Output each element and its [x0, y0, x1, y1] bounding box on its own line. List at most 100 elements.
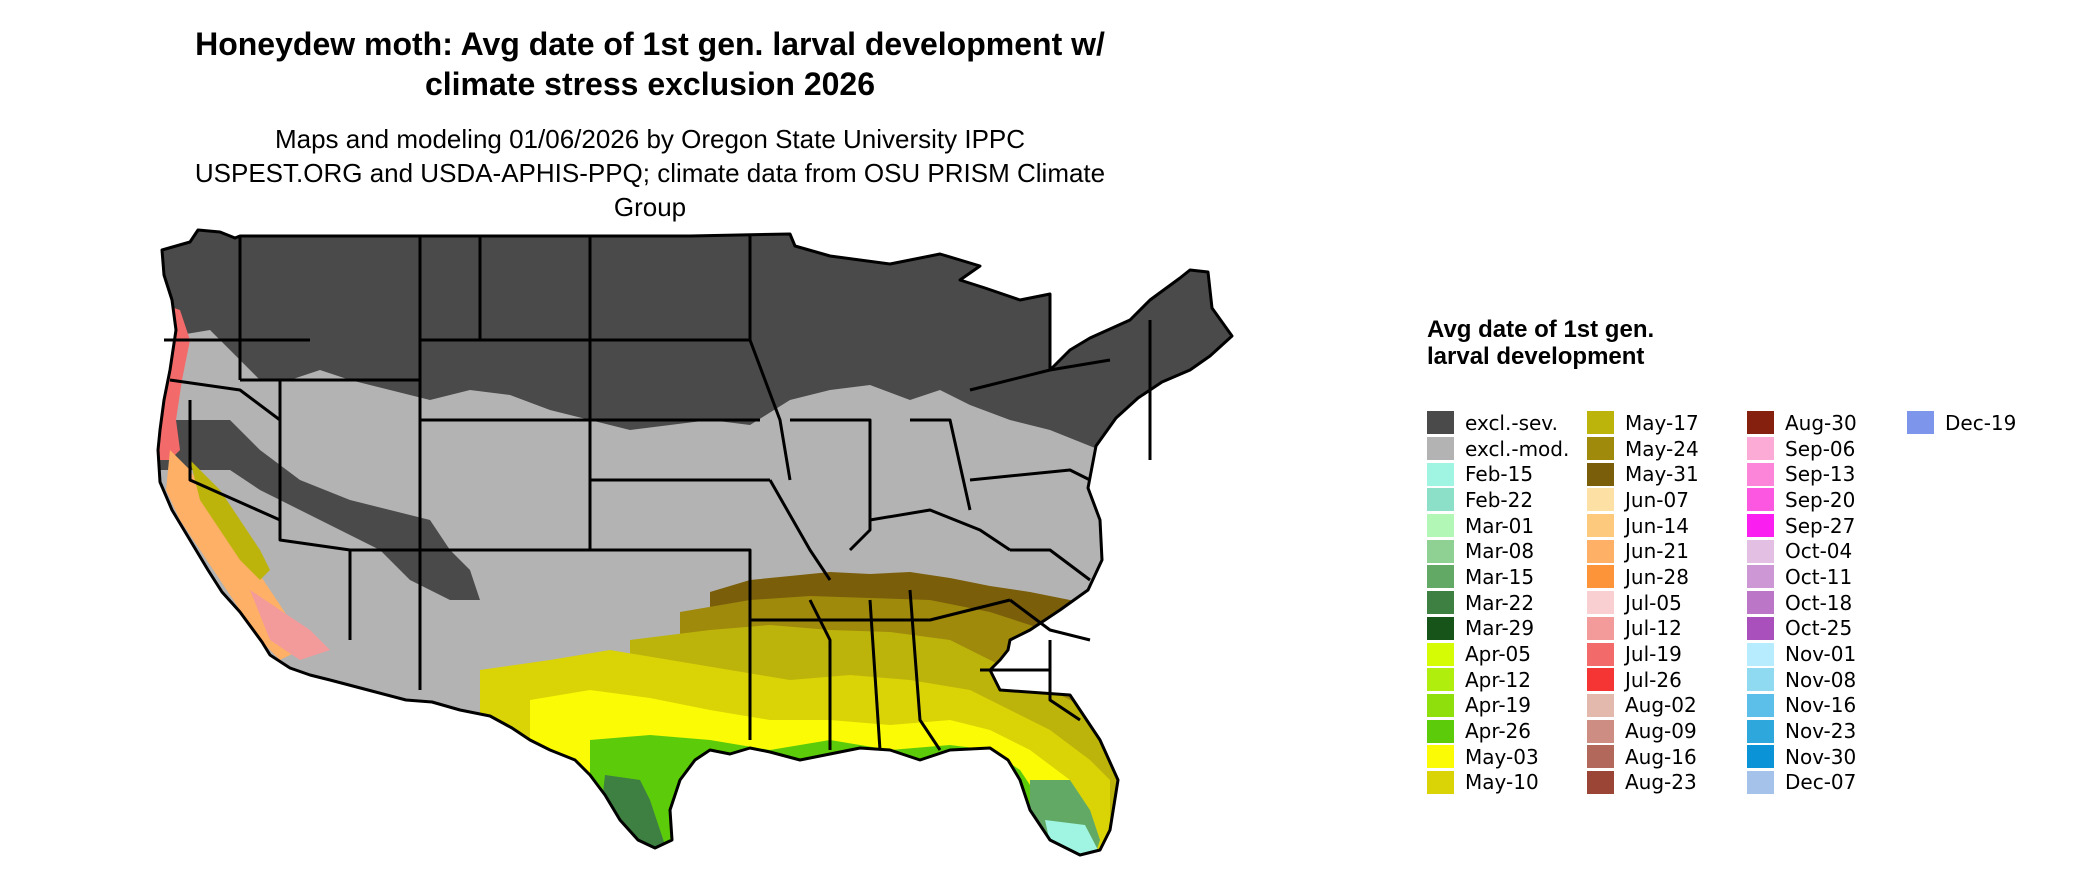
legend-label: May-31: [1625, 462, 1699, 487]
legend-label: Feb-15: [1465, 462, 1534, 487]
legend-item: Nov-16: [1747, 693, 2007, 719]
legend-label: Sep-27: [1785, 513, 1856, 538]
legend-swatch: [1747, 411, 1774, 435]
legend-swatch: [1587, 539, 1614, 563]
legend-swatch: [1427, 719, 1454, 743]
legend-swatch: [1747, 770, 1774, 794]
legend-label: Dec-19: [1945, 410, 2017, 435]
legend-item: Jul-12: [1587, 616, 1847, 642]
legend-label: Mar-22: [1465, 590, 1535, 615]
legend-swatch: [1427, 642, 1454, 666]
legend-item: May-31: [1587, 461, 1847, 487]
legend-label: Jun-28: [1625, 564, 1689, 589]
legend-swatch: [1587, 514, 1614, 538]
legend-swatch: [1747, 591, 1774, 615]
legend-label: Jul-12: [1625, 616, 1682, 641]
legend-item: Nov-08: [1747, 667, 2007, 693]
legend-item: Aug-30: [1747, 410, 2007, 436]
legend-label: excl.-mod.: [1465, 436, 1570, 461]
legend-swatch: [1587, 565, 1614, 589]
legend-label: Jul-19: [1625, 642, 1682, 667]
legend-item: Mar-08: [1427, 538, 1687, 564]
legend-swatch: [1427, 616, 1454, 640]
legend-item: Apr-26: [1427, 718, 1687, 744]
legend-label: Nov-16: [1785, 693, 1857, 718]
legend-item: Feb-22: [1427, 487, 1687, 513]
legend-swatch: [1427, 693, 1454, 717]
legend-swatch: [1587, 693, 1614, 717]
legend-label: Aug-02: [1625, 693, 1697, 718]
legend-swatch: [1587, 488, 1614, 512]
legend-label: Aug-09: [1625, 719, 1697, 744]
legend-item: May-24: [1587, 436, 1847, 462]
legend-item: Jun-07: [1587, 487, 1847, 513]
legend-label: Jun-21: [1625, 539, 1689, 564]
legend-swatch: [1587, 411, 1614, 435]
legend-label: Nov-23: [1785, 719, 1857, 744]
legend-swatch: [1587, 437, 1614, 461]
legend-swatch: [1587, 668, 1614, 692]
legend-swatch: [1747, 616, 1774, 640]
legend-item: Mar-22: [1427, 590, 1687, 616]
legend-label: May-17: [1625, 410, 1699, 435]
legend-item: Mar-01: [1427, 513, 1687, 539]
legend-item: Aug-02: [1587, 693, 1847, 719]
legend-item: Aug-09: [1587, 718, 1847, 744]
legend-swatch: [1587, 616, 1614, 640]
legend-label: Nov-01: [1785, 642, 1857, 667]
legend-item: Oct-18: [1747, 590, 2007, 616]
legend-swatch: [1587, 745, 1614, 769]
legend-item: Feb-15: [1427, 461, 1687, 487]
legend-swatch: [1427, 668, 1454, 692]
legend-label: Apr-19: [1465, 693, 1531, 718]
legend-column: May-17 May-24 May-31 Jun-07 Jun-14 Jun-21 Jun-…: [1587, 410, 1847, 795]
legend-item: Aug-16: [1587, 744, 1847, 770]
legend-label: Nov-08: [1785, 667, 1857, 692]
legend-item: Sep-06: [1747, 436, 2007, 462]
legend-title: Avg date of 1st gen. larval development: [1427, 316, 1655, 370]
legend-label: excl.-sev.: [1465, 410, 1558, 435]
legend-item: Jun-21: [1587, 538, 1847, 564]
legend-swatch: [1587, 462, 1614, 486]
legend-label: Aug-16: [1625, 744, 1697, 769]
legend-item: Dec-07: [1747, 770, 2007, 796]
legend-item: excl.-mod.: [1427, 436, 1687, 462]
legend-label: Oct-25: [1785, 616, 1853, 641]
legend-label: Jun-07: [1625, 487, 1689, 512]
legend-swatch: [1427, 437, 1454, 461]
legend-label: Aug-30: [1785, 410, 1857, 435]
legend-item: May-03: [1427, 744, 1687, 770]
legend-item: Sep-13: [1747, 461, 2007, 487]
legend-swatch: [1587, 642, 1614, 666]
legend-item: Jun-14: [1587, 513, 1847, 539]
legend-item: Dec-19: [1907, 410, 2100, 436]
legend-label: Apr-05: [1465, 642, 1531, 667]
legend-item: Nov-23: [1747, 718, 2007, 744]
legend-swatch: [1747, 745, 1774, 769]
legend-label: Dec-07: [1785, 770, 1857, 795]
legend-item: Jul-05: [1587, 590, 1847, 616]
legend-label: Apr-12: [1465, 667, 1531, 692]
legend-label: May-24: [1625, 436, 1699, 461]
legend-label: Mar-29: [1465, 616, 1535, 641]
legend-swatch: [1747, 565, 1774, 589]
legend-swatch: [1587, 591, 1614, 615]
legend-item: May-10: [1427, 770, 1687, 796]
legend-label: Nov-30: [1785, 744, 1857, 769]
legend-label: May-03: [1465, 744, 1539, 769]
legend-swatch: [1747, 642, 1774, 666]
legend-swatch: [1427, 591, 1454, 615]
legend-swatch: [1427, 411, 1454, 435]
legend-swatch: [1907, 411, 1934, 435]
legend-column: Dec-19: [1907, 410, 2100, 436]
legend-item: May-17: [1587, 410, 1847, 436]
legend-swatch: [1427, 745, 1454, 769]
legend-item: Sep-27: [1747, 513, 2007, 539]
legend-item: Oct-11: [1747, 564, 2007, 590]
legend-column: excl.-sev. excl.-mod. Feb-15 Feb-22 Mar-01 Ma…: [1427, 410, 1687, 795]
legend-swatch: [1427, 462, 1454, 486]
legend-column: Aug-30 Sep-06 Sep-13 Sep-20 Sep-27 Oct-04 Oct-…: [1747, 410, 2007, 795]
legend-label: Oct-11: [1785, 564, 1853, 589]
legend-swatch: [1587, 719, 1614, 743]
legend-label: Mar-01: [1465, 513, 1535, 538]
